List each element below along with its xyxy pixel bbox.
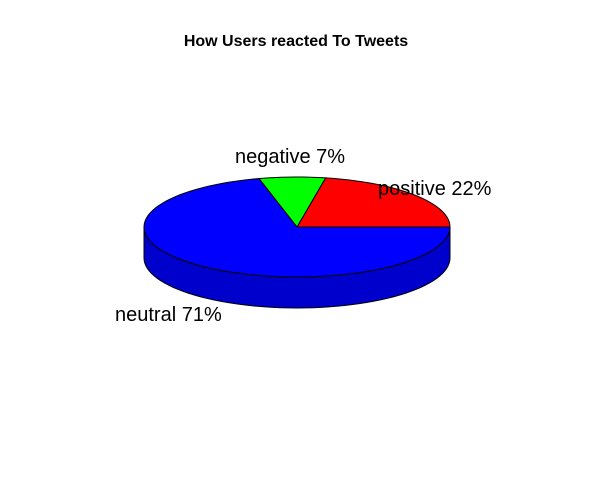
pie-slice-negative [257,176,327,228]
slice-label-neutral: neutral 71% [115,304,222,326]
slice-label-positive: positive 22% [378,178,492,200]
chart-title: How Users reacted To Tweets [184,33,408,50]
slice-label-negative: negative 7% [235,146,345,168]
pie-slice-neutral [143,178,451,278]
pie-tops [143,176,451,278]
pie-slice-positive [296,177,451,228]
pie-labels: positive 22% negative 7% neutral 71% [115,146,492,326]
